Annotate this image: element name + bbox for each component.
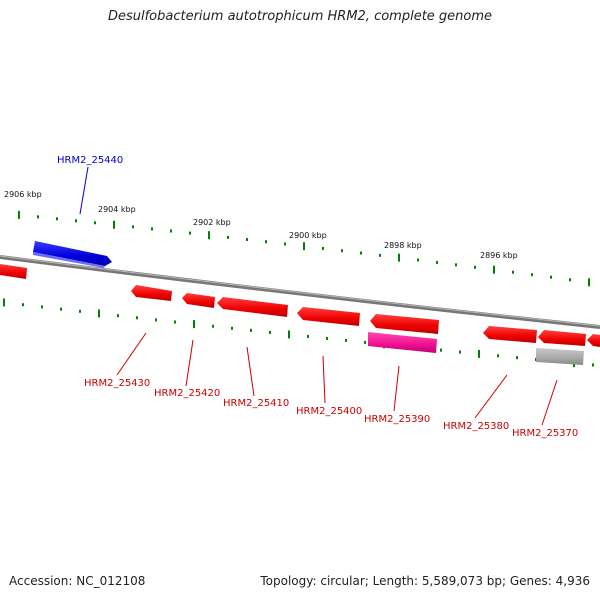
gene-label: HRM2_25370: [512, 428, 578, 439]
gene-HRM2_25390-highlight[interactable]: [368, 332, 437, 353]
scale-label: 2898 kbp: [384, 241, 422, 250]
label-leaders: [79, 166, 558, 426]
gene-HRM2_25390[interactable]: [370, 314, 439, 334]
accession-label: Accession: NC_012108: [9, 574, 146, 588]
gene-label: HRM2_25410: [223, 398, 289, 409]
gene-label: HRM2_25430: [84, 378, 150, 389]
scale-label: 2896 kbp: [480, 251, 518, 260]
genome-summary: Topology: circular; Length: 5,589,073 bp…: [260, 574, 590, 588]
gene-HRM2_25430[interactable]: [131, 285, 172, 301]
genome-backbone-highlight: [0, 255, 600, 327]
gene-label: HRM2_25420: [154, 388, 220, 399]
map-title: Desulfobacterium autotrophicum HRM2, com…: [107, 9, 493, 24]
scale-label: 2902 kbp: [193, 218, 231, 227]
scale-label: 2904 kbp: [98, 205, 136, 214]
gene-label: HRM2_25380: [443, 421, 509, 432]
gene-HRM2_25380[interactable]: [483, 326, 537, 343]
gene-partial-left[interactable]: [0, 264, 27, 279]
gene-label: HRM2_25390: [364, 414, 430, 425]
gene-HRM2_25420[interactable]: [182, 293, 215, 308]
gene-label: HRM2_25400: [296, 406, 362, 417]
gene-HRM2_25370-pseudo[interactable]: [536, 348, 584, 365]
gene-partial-right[interactable]: [587, 334, 600, 347]
gene-HRM2_25400[interactable]: [297, 307, 360, 326]
gene-labels: HRM2_25440 HRM2_25430 HRM2_25420 HRM2_25…: [57, 155, 578, 439]
gene-HRM2_25440[interactable]: [33, 241, 112, 268]
scale-label: 2900 kbp: [289, 231, 327, 240]
gene-HRM2_25370[interactable]: [538, 330, 586, 346]
genome-backbone: [0, 255, 600, 329]
scale-ticks: [3, 210, 594, 368]
gene-label: HRM2_25440: [57, 155, 123, 166]
scale-label: 2906 kbp: [4, 190, 42, 199]
scale-labels: 2906 kbp 2904 kbp 2902 kbp 2900 kbp 2898…: [4, 190, 518, 260]
gene-HRM2_25410[interactable]: [217, 297, 288, 317]
